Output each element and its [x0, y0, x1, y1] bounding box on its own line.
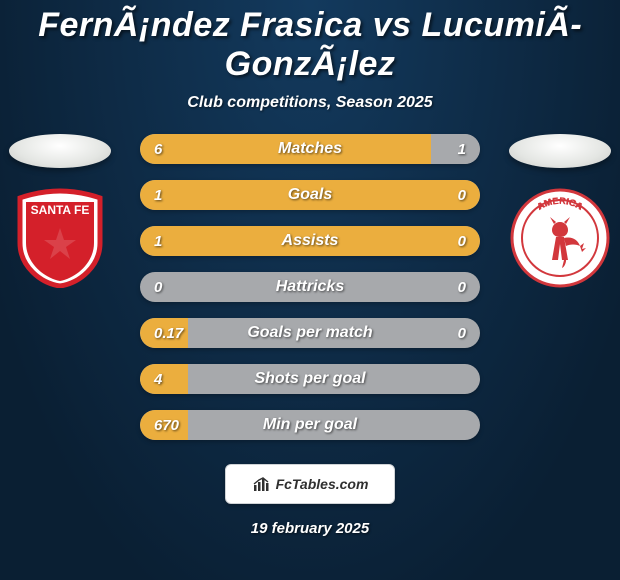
stat-bar: 4Shots per goal — [140, 364, 480, 394]
stat-value-right: 0 — [410, 325, 480, 342]
branding-text: FcTables.com — [276, 476, 369, 492]
stat-label: Min per goal — [210, 416, 410, 434]
stat-label: Assists — [210, 232, 410, 250]
stat-bar: 0Hattricks0 — [140, 272, 480, 302]
stat-value-left: 6 — [140, 141, 210, 158]
stat-bars-container: 6Matches11Goals01Assists00Hattricks00.17… — [140, 134, 480, 440]
left-player-ellipse — [9, 134, 111, 168]
svg-text:SANTA FE: SANTA FE — [31, 203, 90, 217]
stat-value-left: 1 — [140, 233, 210, 250]
page-title: FernÃ¡ndez Frasica vs LucumiÃ­ GonzÃ¡lez — [0, 6, 620, 84]
content-area: SANTA FE AMERICA AMERICA 6Matches11Goa — [0, 134, 620, 440]
stat-label: Goals per match — [210, 324, 410, 342]
date-text: 19 february 2025 — [0, 520, 620, 537]
stat-value-left: 0.17 — [140, 325, 210, 342]
stat-value-left: 4 — [140, 371, 210, 388]
stat-value-left: 670 — [140, 417, 210, 434]
stat-label: Hattricks — [210, 278, 410, 296]
right-team-crest-icon: AMERICA AMERICA — [510, 188, 610, 288]
stat-bar: 670Min per goal — [140, 410, 480, 440]
stat-label: Shots per goal — [210, 370, 410, 388]
stat-bar: 6Matches1 — [140, 134, 480, 164]
stat-value-right: 0 — [410, 279, 480, 296]
stat-value-right: 1 — [410, 141, 480, 158]
right-player-ellipse — [509, 134, 611, 168]
branding-badge: FcTables.com — [225, 464, 395, 504]
stat-label: Matches — [210, 140, 410, 158]
stat-value-right: 0 — [410, 187, 480, 204]
comparison-infographic: FernÃ¡ndez Frasica vs LucumiÃ­ GonzÃ¡lez… — [0, 0, 620, 580]
page-subtitle: Club competitions, Season 2025 — [0, 94, 620, 112]
right-team-column: AMERICA AMERICA — [505, 134, 615, 288]
left-team-crest-icon: SANTA FE — [10, 188, 110, 288]
chart-icon — [252, 475, 270, 493]
stat-bar: 0.17Goals per match0 — [140, 318, 480, 348]
stat-value-left: 1 — [140, 187, 210, 204]
stat-value-left: 0 — [140, 279, 210, 296]
stat-bar: 1Goals0 — [140, 180, 480, 210]
stat-label: Goals — [210, 186, 410, 204]
left-team-column: SANTA FE — [5, 134, 115, 288]
stat-value-right: 0 — [410, 233, 480, 250]
stat-bar: 1Assists0 — [140, 226, 480, 256]
